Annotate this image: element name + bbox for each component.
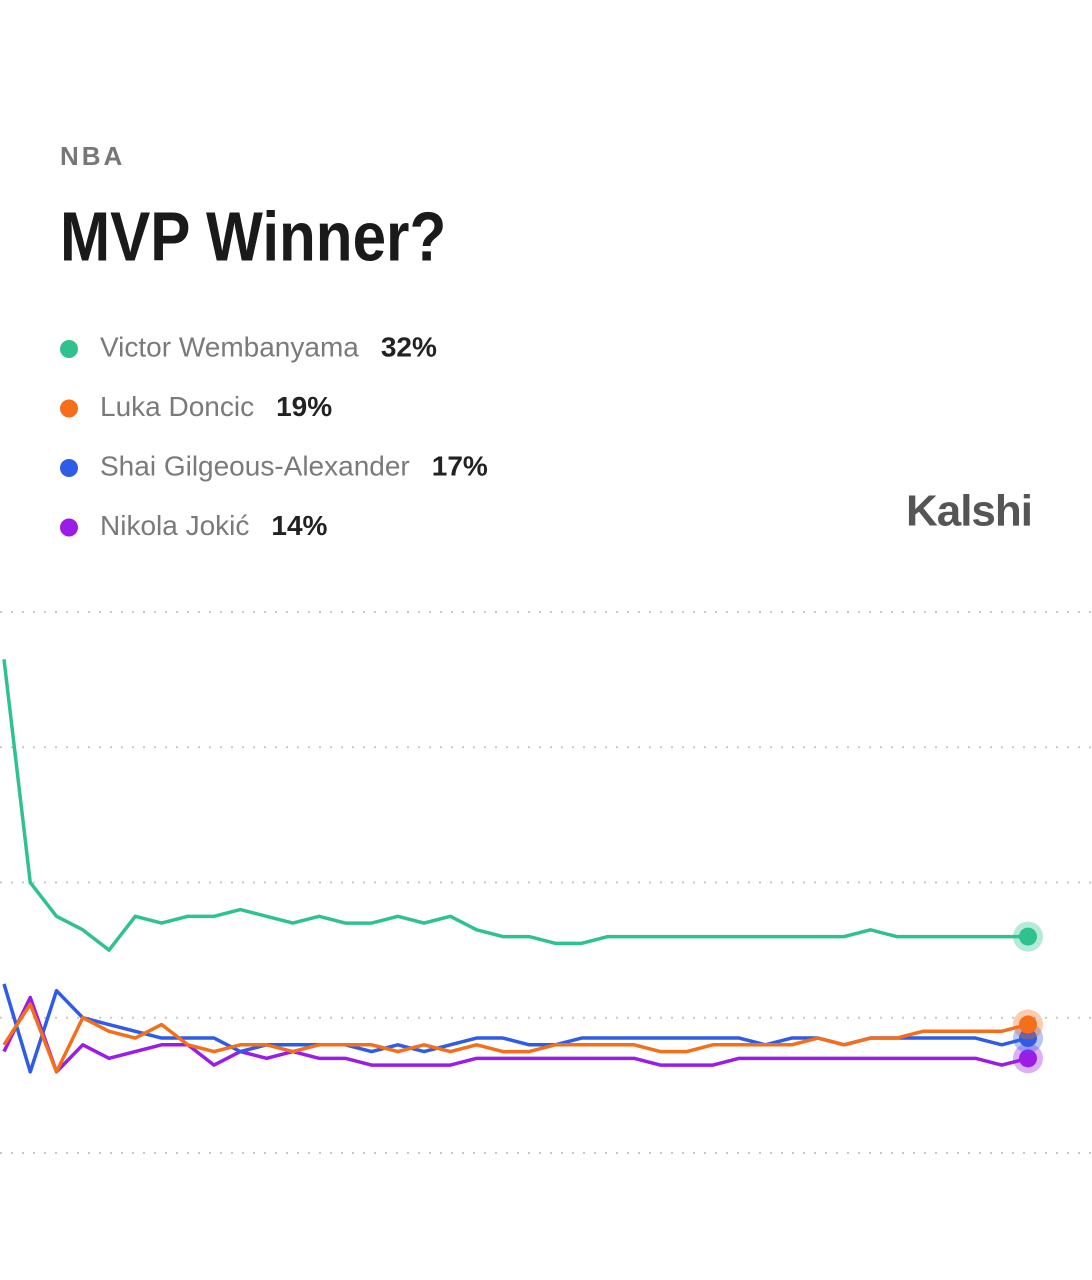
legend-value: 17%	[432, 450, 488, 481]
chart-subtitle: NBA	[60, 141, 125, 171]
legend-dot	[60, 399, 78, 418]
legend-label: Shai Gilgeous-Alexander	[100, 450, 410, 481]
series-line	[2, 659, 1028, 952]
legend-dot	[60, 518, 78, 537]
legend-label: Luka Doncic	[100, 391, 254, 422]
brand: Kalshi	[906, 487, 1032, 536]
end-dot	[1019, 1029, 1037, 1048]
legend-label: Nikola Jokić	[100, 510, 249, 541]
end-dot	[1019, 1015, 1037, 1034]
legend-value: 14%	[271, 510, 327, 541]
legend-dot	[60, 459, 78, 477]
series-line	[2, 1002, 1029, 1074]
end-dot	[1019, 1049, 1037, 1068]
legend-dot	[60, 340, 78, 358]
chart-title: MVP Winner?	[60, 197, 446, 275]
series-line	[2, 995, 1029, 1074]
end-dot	[1019, 927, 1037, 946]
legend-label: Victor Wembanyama	[100, 331, 359, 362]
legend-value: 32%	[381, 331, 437, 362]
legend-value: 19%	[276, 391, 332, 422]
